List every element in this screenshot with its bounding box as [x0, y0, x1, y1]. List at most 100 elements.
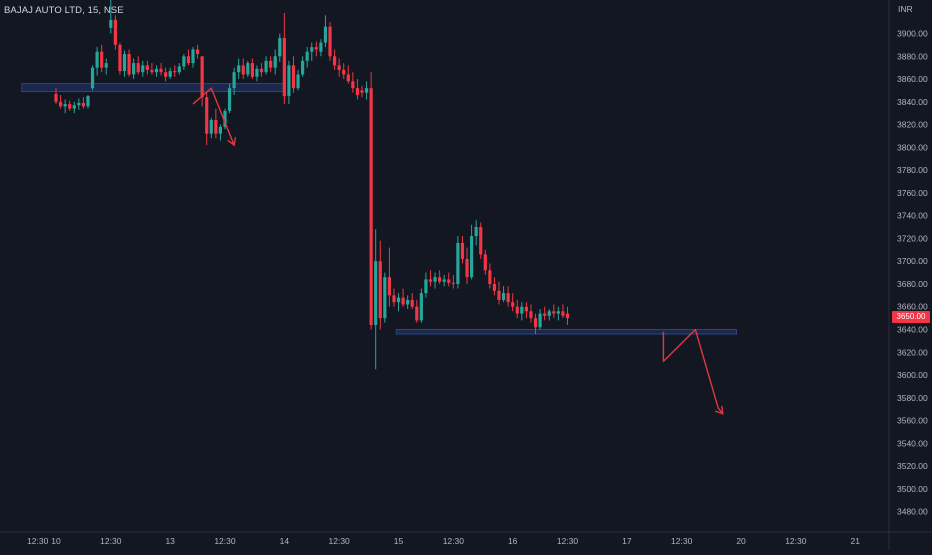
candle-body	[547, 311, 551, 316]
candle-body	[465, 258, 469, 278]
candle-body	[351, 81, 355, 89]
candle-body	[227, 88, 232, 111]
candle-body	[218, 126, 223, 134]
candle-body	[556, 311, 560, 314]
candle-body	[118, 44, 122, 72]
price-tick-label: 3580.00	[897, 393, 928, 403]
candle-body	[319, 42, 323, 52]
candle-body	[291, 65, 296, 89]
candle-body	[154, 68, 159, 73]
candle-body	[447, 279, 451, 283]
candle-body	[529, 311, 533, 319]
candle-body	[355, 88, 360, 95]
price-tick-label: 3660.00	[897, 302, 928, 312]
candle-body	[442, 279, 446, 282]
candle-body	[506, 293, 510, 303]
candle-body	[479, 227, 483, 255]
candle-body	[90, 67, 95, 89]
candle-body	[132, 63, 136, 75]
candle-body	[483, 254, 487, 271]
candle-body	[301, 60, 305, 75]
candle-body	[269, 60, 273, 68]
time-tick-label: 13	[165, 536, 175, 546]
price-tick-label: 3500.00	[897, 484, 928, 494]
resistance-zone	[21, 83, 285, 93]
arrow-2-head	[715, 405, 724, 415]
candle-body	[456, 242, 460, 284]
time-tick-label: 12:30	[785, 536, 807, 546]
price-tick-label: 3860.00	[897, 74, 928, 84]
time-tick-label: 12:30	[214, 536, 236, 546]
time-tick-label: 14	[280, 536, 290, 546]
candle-body	[77, 102, 81, 106]
candle-body	[72, 105, 76, 109]
candle-body	[95, 51, 99, 68]
candle-body	[282, 38, 286, 97]
candle-body	[122, 53, 127, 72]
candle-body	[200, 56, 204, 98]
candle-body	[419, 293, 423, 321]
candle-body	[387, 277, 391, 296]
candle-body	[451, 282, 455, 284]
candle-body	[100, 51, 104, 68]
price-tick-label: 3600.00	[897, 370, 928, 380]
candle-body	[501, 293, 506, 300]
candle-body	[374, 261, 378, 325]
candle-body	[145, 65, 149, 70]
candle-body	[177, 66, 181, 73]
candle-body	[520, 306, 524, 314]
price-tick-label: 3900.00	[897, 29, 928, 39]
candle-body	[474, 227, 478, 237]
candle-body	[332, 56, 337, 66]
candle-body	[383, 277, 387, 319]
candle-body	[86, 96, 90, 107]
price-tick-label: 3800.00	[897, 142, 928, 152]
arrow-1-head	[227, 137, 237, 147]
candle-body	[360, 90, 364, 93]
candle-body	[469, 236, 474, 278]
candle-body	[68, 104, 72, 109]
candle-body	[310, 47, 314, 52]
candle-body	[164, 72, 168, 77]
candle-body	[214, 120, 218, 134]
price-axis[interactable]: 3900.00 3880.00 3860.00 3840.00 3820.00 3800.…	[897, 29, 928, 517]
candle-body	[396, 297, 401, 303]
candle-body	[305, 51, 309, 61]
price-tick-label: 3740.00	[897, 211, 928, 221]
candle-body	[433, 277, 437, 282]
candle-body	[287, 65, 291, 97]
candle-body	[273, 56, 277, 68]
time-axis[interactable]: 12:30 10 12:30 13 12:30 14 12:30 15 12:30 16 12:30…	[27, 536, 860, 546]
candle-body	[195, 49, 200, 54]
candle-body	[337, 65, 341, 70]
candle-body	[401, 297, 405, 305]
candle-body	[278, 38, 282, 57]
candle-body	[460, 242, 465, 259]
candle-body	[141, 65, 145, 73]
candle-body	[241, 65, 245, 75]
candle-body	[296, 74, 300, 89]
time-tick-label: 16	[508, 536, 518, 546]
price-tick-label: 3520.00	[897, 461, 928, 471]
time-tick-label: 12:30	[100, 536, 122, 546]
candle-body	[58, 101, 63, 107]
arrows-layer	[192, 87, 724, 415]
time-tick-label: 21	[850, 536, 860, 546]
candle-body	[264, 60, 268, 73]
price-tick-label: 3760.00	[897, 188, 928, 198]
time-tick-label: 17	[622, 536, 632, 546]
candle-body	[378, 261, 382, 319]
symbol-title: BAJAJ AUTO LTD, 15, NSE	[4, 5, 124, 16]
candle-body	[538, 313, 542, 328]
price-tick-label: 3700.00	[897, 256, 928, 266]
candles-layer	[54, 0, 570, 370]
candle-body	[113, 19, 117, 45]
currency-label: INR	[898, 4, 913, 14]
candle-body	[159, 68, 163, 73]
candle-body	[515, 306, 519, 314]
candle-body	[205, 97, 209, 134]
candle-body	[488, 270, 492, 284]
time-tick-label: 10	[51, 536, 61, 546]
